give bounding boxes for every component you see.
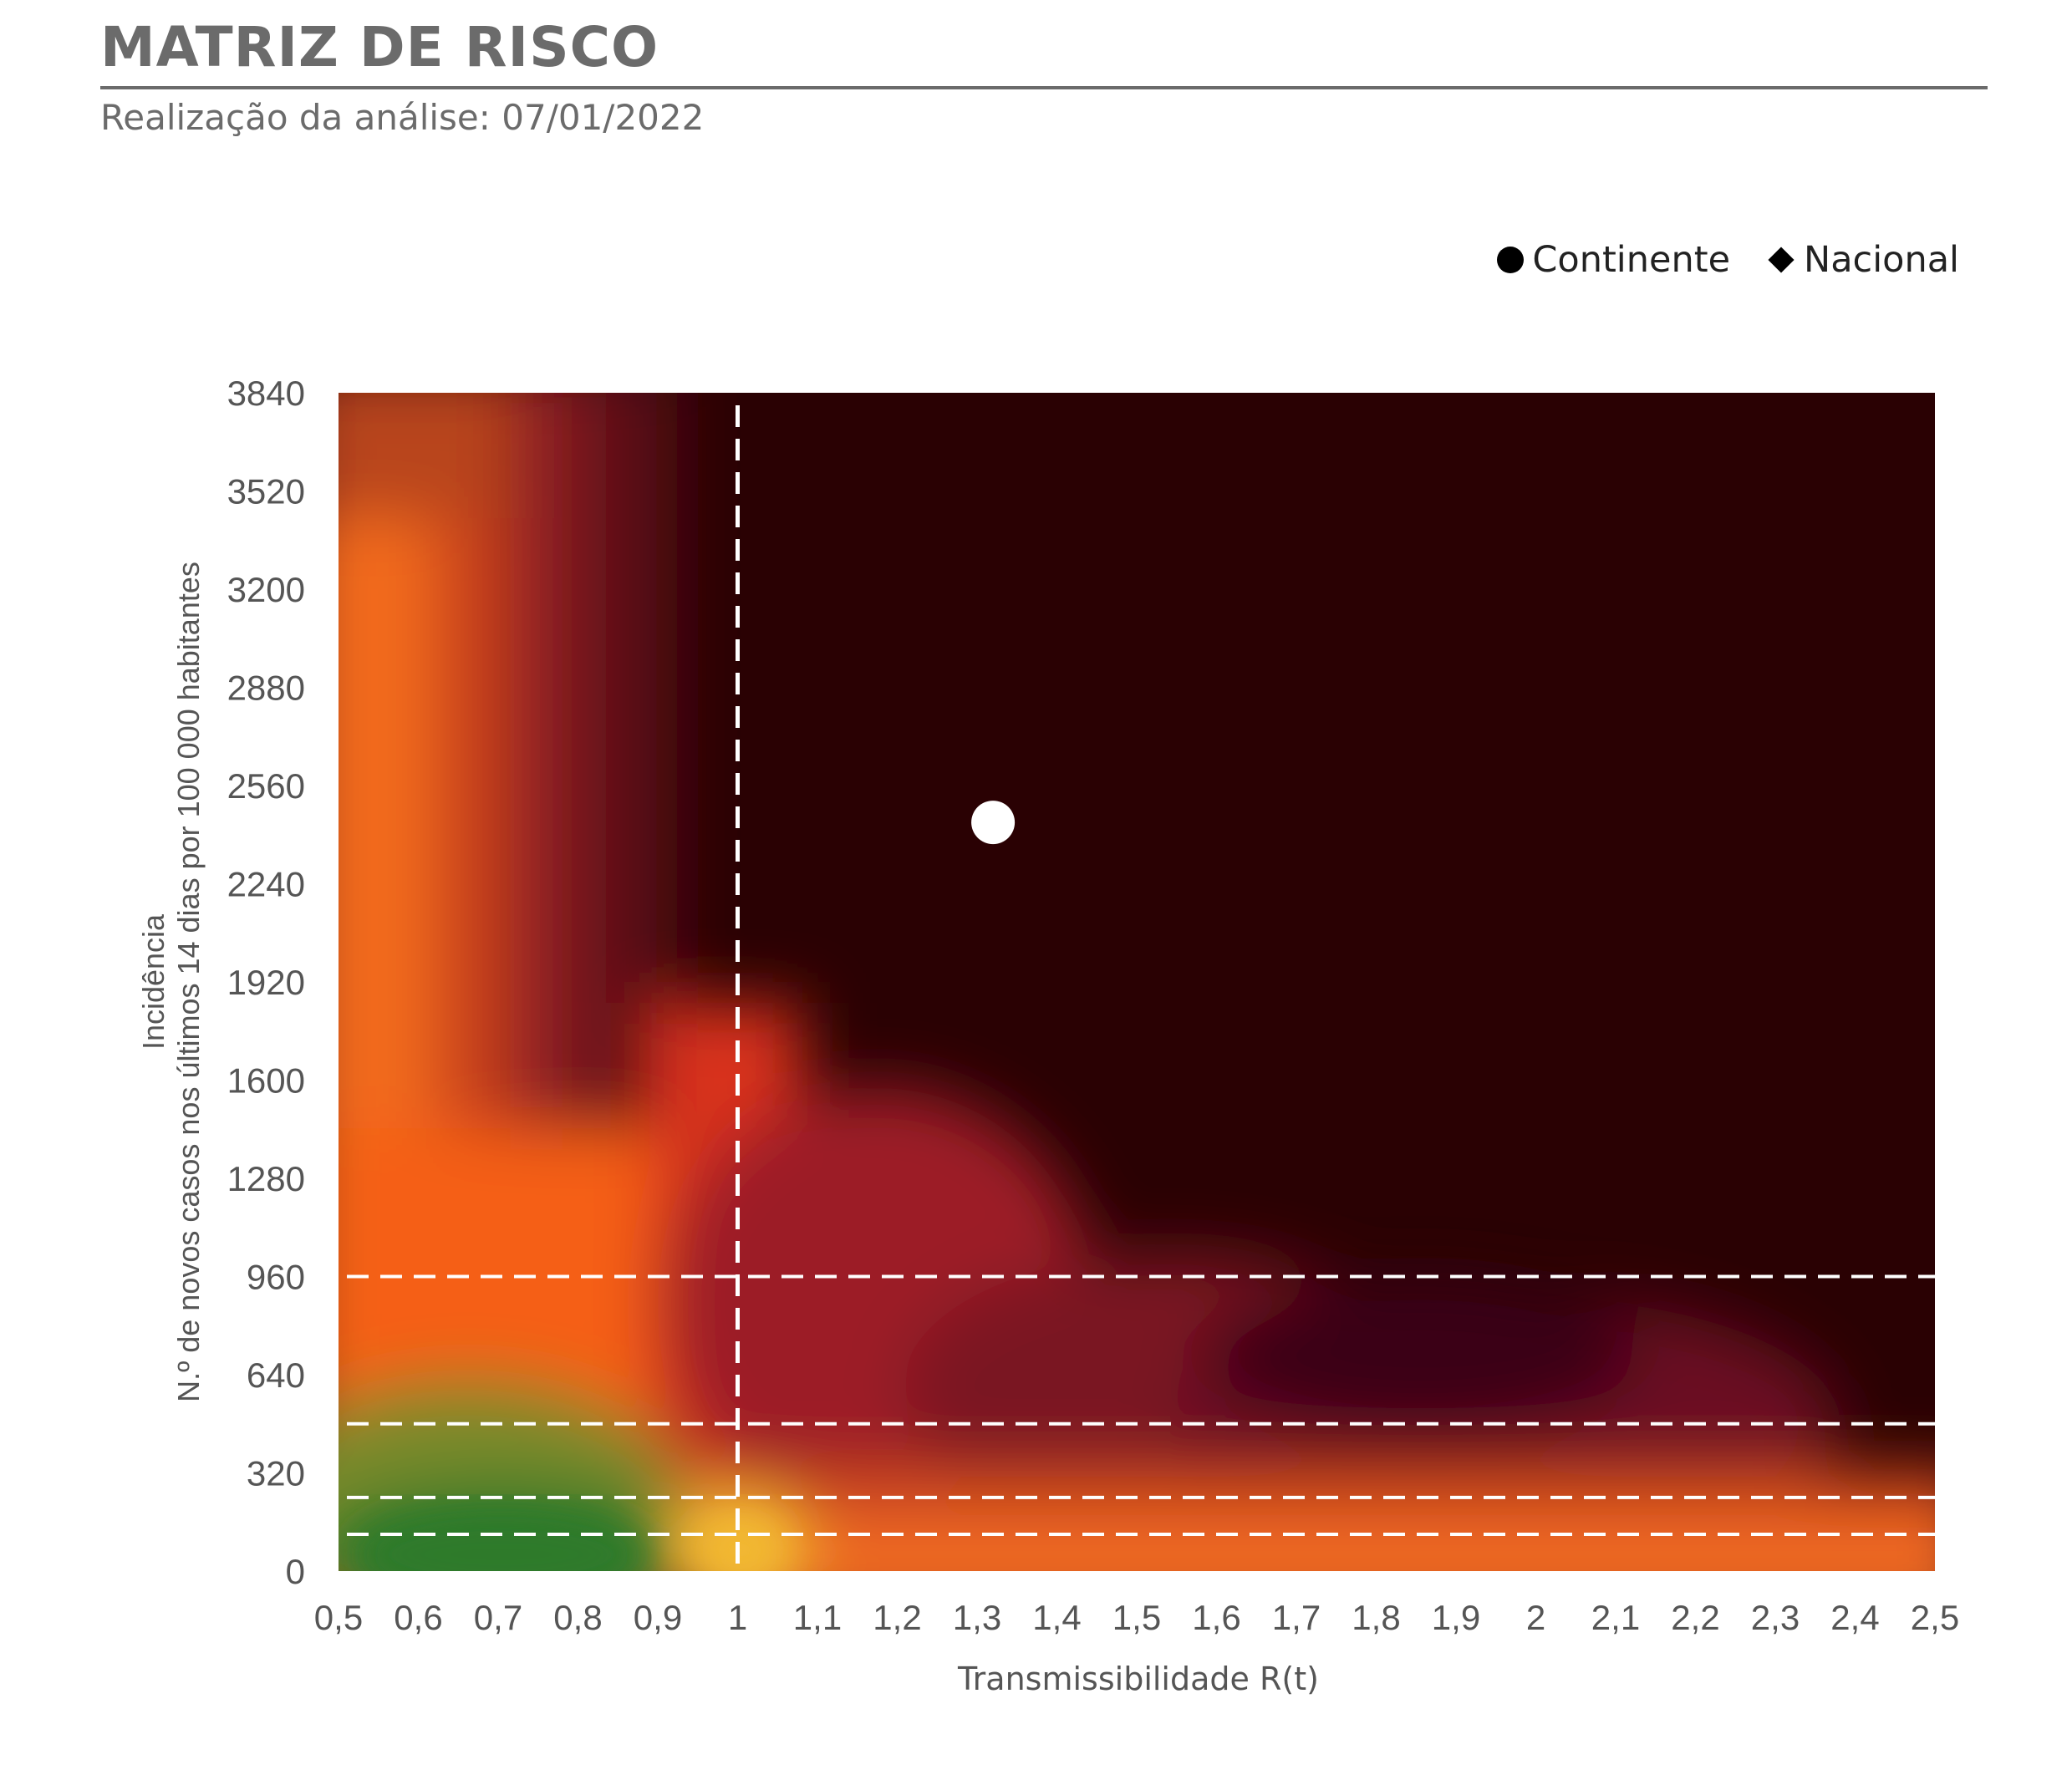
y-tick-label: 2560 [227, 766, 305, 806]
x-tick-label: 1,2 [873, 1598, 921, 1637]
y-tick-label: 3200 [227, 570, 305, 609]
y-tick-label: 2240 [227, 865, 305, 904]
x-tick-label: 0,6 [394, 1598, 442, 1637]
x-tick-label: 1,8 [1352, 1598, 1400, 1637]
x-tick-label: 1,6 [1192, 1598, 1240, 1637]
y-tick-label: 640 [247, 1355, 305, 1395]
page-title: MATRIZ DE RISCO [100, 15, 659, 79]
x-tick-label: 0,5 [314, 1598, 363, 1637]
x-tick-label: 1 [728, 1598, 747, 1637]
y-tick-label: 0 [286, 1552, 305, 1591]
y-tick-label: 3840 [227, 374, 305, 413]
legend-item-continente: Continente [1497, 239, 1730, 281]
circle-marker-icon [1497, 247, 1525, 273]
x-tick-label: 0,9 [634, 1598, 682, 1637]
x-axis-ticks: 0,5 0,6 0,7 0,8 0,9 1 1,1 1,2 1,3 1,4 1,5 1,6 1,7 1,8… [314, 1598, 1959, 1637]
y-axis-title-line2: N.º de novos casos nos últimos 14 dias p… [171, 562, 206, 1402]
legend-item-nacional: Nacional [1768, 239, 1959, 281]
x-tick-label: 0,7 [474, 1598, 522, 1637]
reference-lines [347, 405, 1935, 1571]
x-tick-label: 1,7 [1272, 1598, 1321, 1637]
x-tick-label: 1,9 [1432, 1598, 1480, 1637]
x-tick-label: 2 [1526, 1598, 1545, 1637]
x-tick-label: 2,2 [1671, 1598, 1719, 1637]
y-tick-label: 320 [247, 1454, 305, 1493]
data-points [971, 801, 1016, 845]
y-tick-label: 2880 [227, 669, 305, 708]
x-tick-label: 0,8 [553, 1598, 602, 1637]
y-axis-ticks: 0 320 640 960 1280 1600 1920 2240 2560 2880 3200 35… [227, 374, 305, 1591]
y-tick-label: 960 [247, 1258, 305, 1297]
x-tick-label: 1,5 [1112, 1598, 1161, 1637]
analysis-date: Realização da análise: 07/01/2022 [100, 97, 705, 138]
x-tick-label: 2,4 [1830, 1598, 1879, 1637]
data-point-continente [971, 801, 1016, 845]
x-tick-label: 2,3 [1751, 1598, 1800, 1637]
legend-label-nacional: Nacional [1804, 239, 1959, 281]
x-tick-label: 1,1 [793, 1598, 842, 1637]
x-tick-label: 1,4 [1032, 1598, 1081, 1637]
chart-legend: Continente Nacional [1497, 239, 1959, 281]
y-axis-title-line1: Incidência [136, 913, 171, 1050]
y-tick-label: 3520 [227, 472, 305, 511]
x-tick-label: 2,5 [1911, 1598, 1959, 1637]
x-tick-label: 2,1 [1591, 1598, 1640, 1637]
legend-label-continente: Continente [1532, 239, 1731, 281]
risk-heatmap-background [339, 393, 1935, 1571]
y-tick-label: 1280 [227, 1159, 305, 1198]
x-tick-label: 1,3 [953, 1598, 1001, 1637]
y-tick-label: 1600 [227, 1061, 305, 1101]
x-axis-title: Transmissibilidade R(t) [957, 1661, 1319, 1697]
title-divider [100, 86, 1988, 89]
y-tick-label: 1920 [227, 963, 305, 1002]
